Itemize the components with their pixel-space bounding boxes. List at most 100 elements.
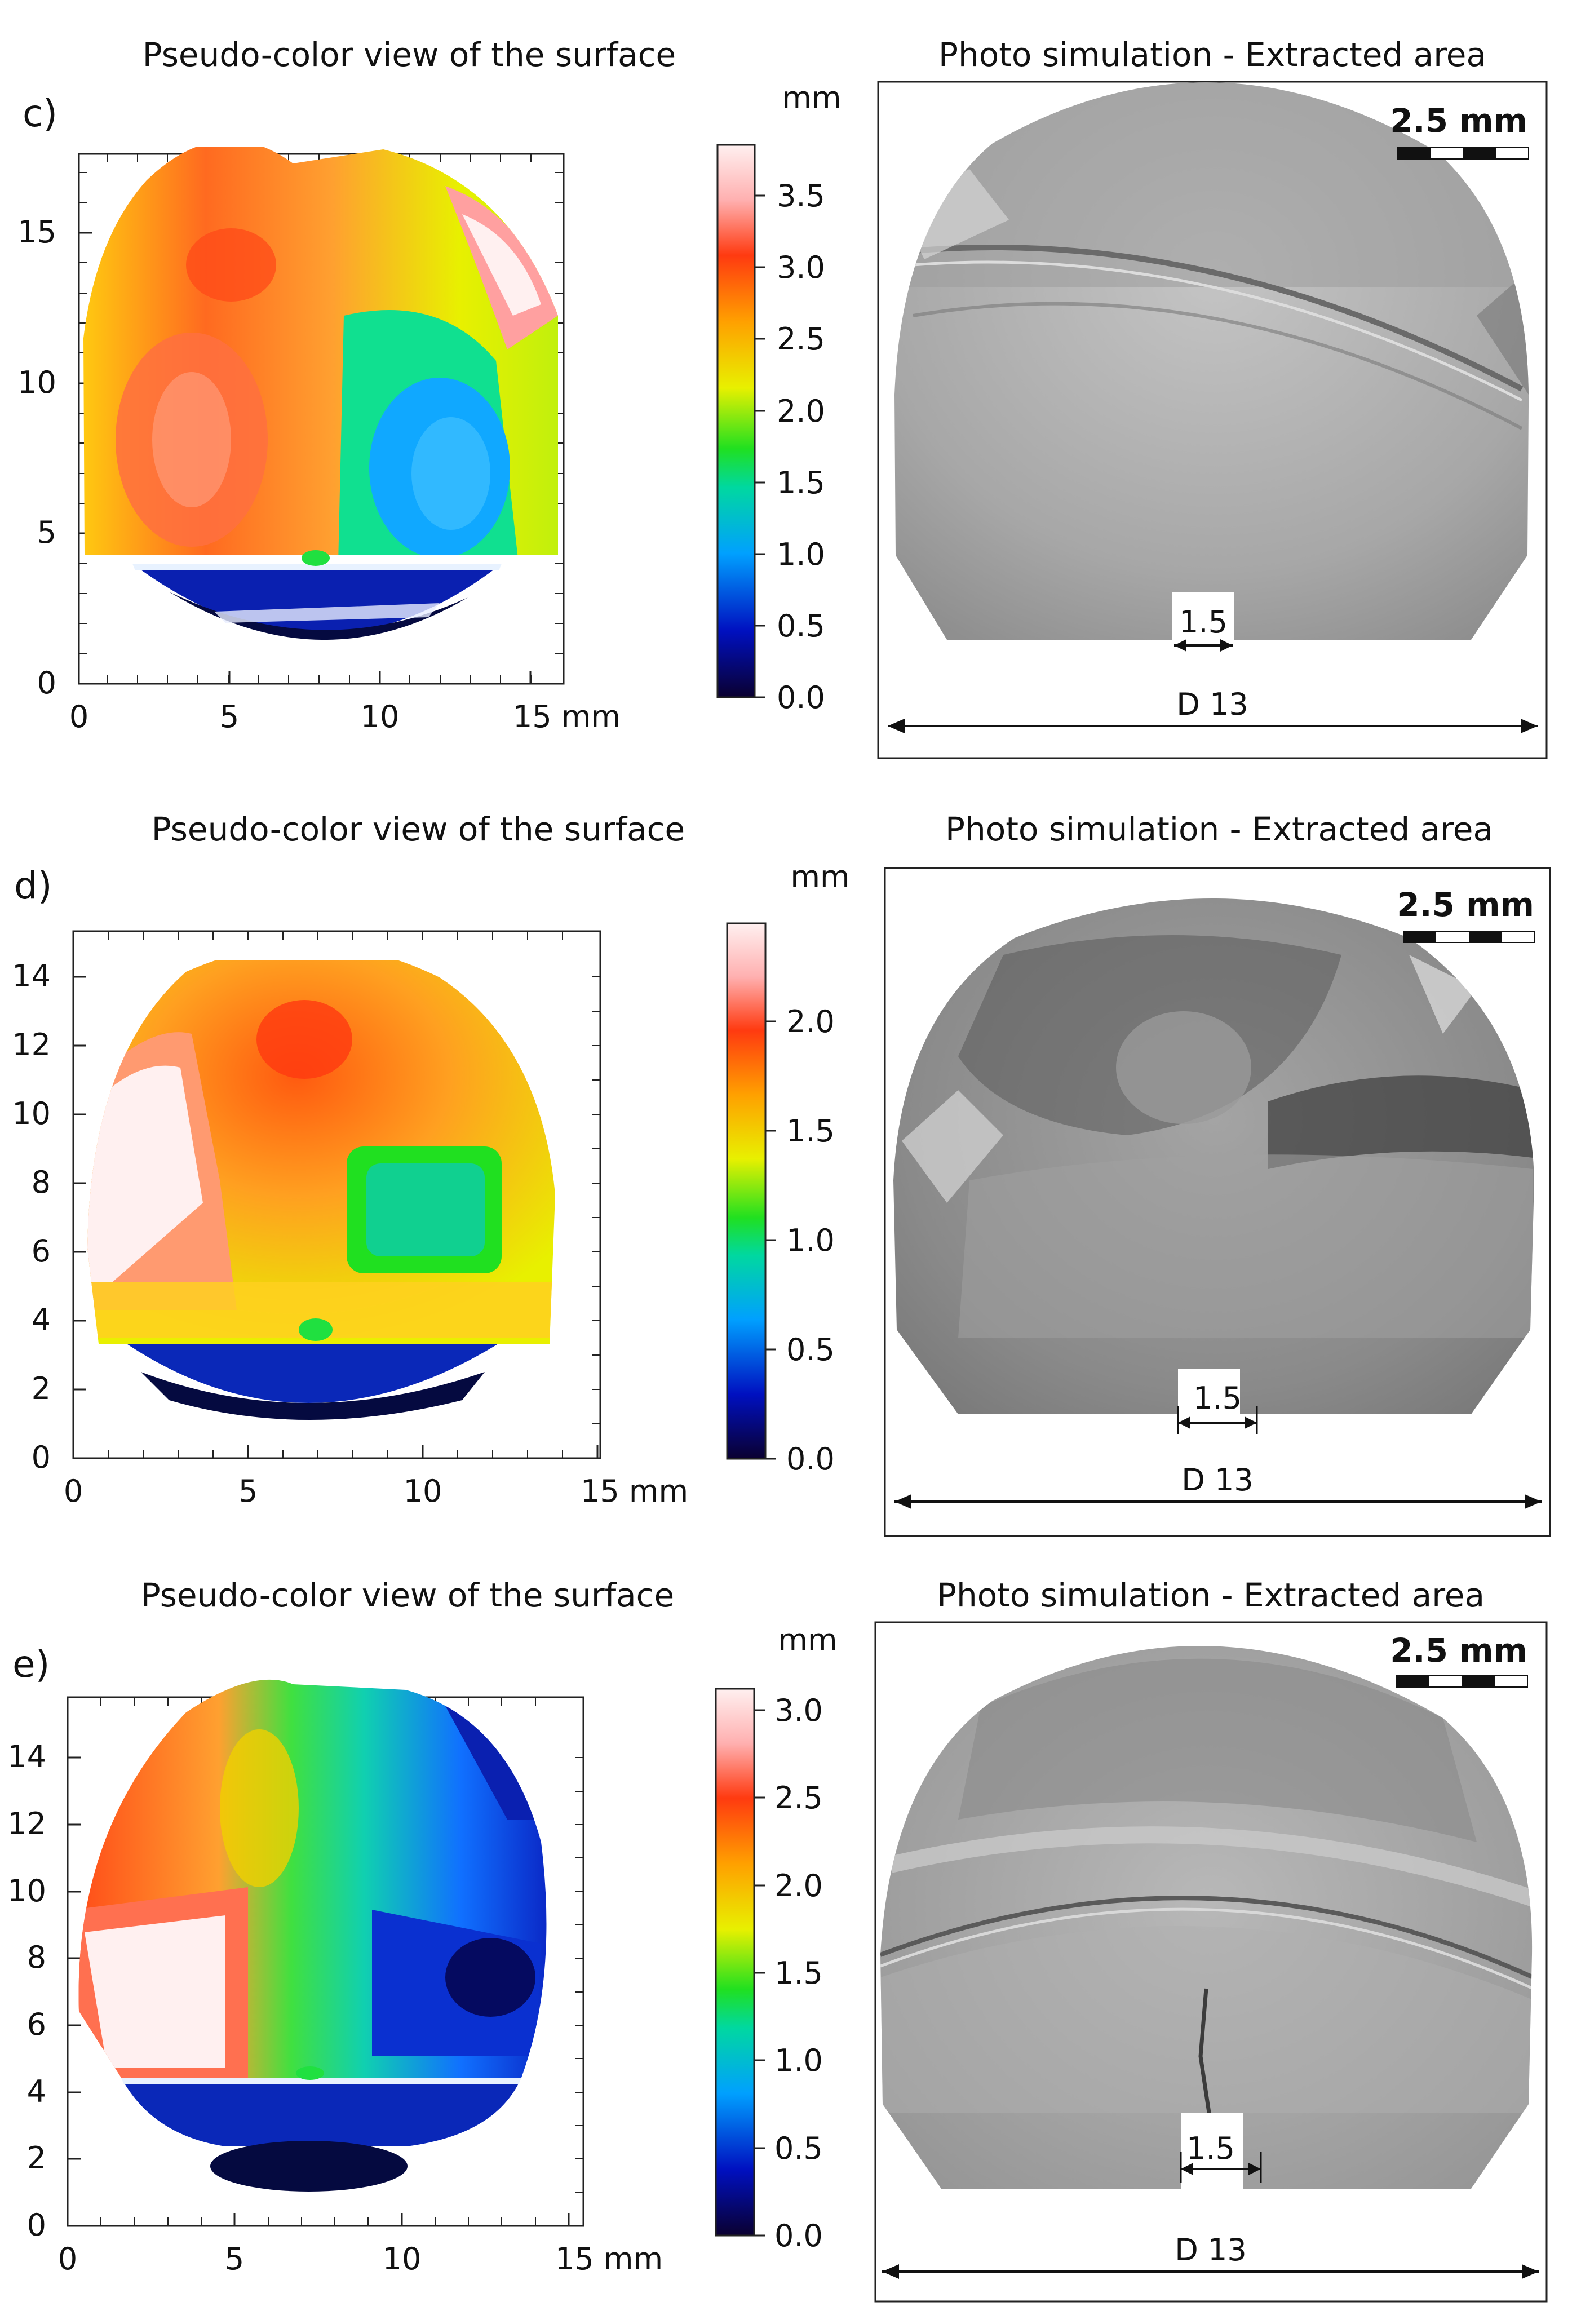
scale-bar-label: 2.5 mm: [1390, 101, 1527, 140]
x-tick-label: 10: [361, 699, 400, 734]
x-tick-label: 0: [64, 1473, 83, 1509]
panel-e-figure: Pseudo-color view of the surface Photo s…: [7, 1576, 1548, 2303]
color-bar-ticks: [755, 194, 765, 698]
color-bar: [726, 922, 767, 1460]
y-tick-label: 10: [7, 1873, 46, 1909]
color-bar-tick-label: 3.0: [774, 1693, 823, 1728]
gap-dimension-label: 1.5: [1179, 604, 1228, 640]
color-bar-tick-label: 1.5: [777, 465, 825, 501]
height-map-image: [83, 147, 558, 640]
x-tick-label: 15 mm: [581, 1473, 688, 1509]
pseudo-color-title: Pseudo-color view of the surface: [143, 36, 676, 74]
photo-simulation-image: [880, 1646, 1533, 2189]
color-bar: [715, 1688, 755, 2237]
color-bar-tick-label: 3.5: [777, 178, 825, 214]
y-tick-label: 12: [7, 1806, 46, 1842]
y-tick-label: 8: [27, 1940, 46, 1975]
gap-dimension: [1180, 2152, 1262, 2183]
color-bar-ticks: [765, 1020, 776, 1460]
x-tick-label: 5: [225, 2241, 244, 2277]
scale-bar-label: 2.5 mm: [1390, 1631, 1527, 1670]
y-tick-label: 10: [17, 365, 56, 400]
y-tick-label: 0: [32, 1440, 51, 1475]
color-bar-unit: mm: [778, 1622, 837, 1658]
x-tick-label: 15 mm: [513, 699, 621, 734]
y-tick-label: 6: [32, 1233, 51, 1269]
color-bar-unit: mm: [790, 859, 849, 895]
color-bar-tick-label: 0.0: [777, 680, 825, 715]
photo-simulation-title: Photo simulation - Extracted area: [937, 1576, 1485, 1614]
height-map-image: [87, 960, 555, 1420]
color-bar-tick-label: 0.0: [774, 2218, 823, 2254]
y-tick-label: 15: [17, 214, 56, 250]
x-tick-label: 5: [238, 1473, 258, 1509]
x-tick-label: 10: [383, 2241, 422, 2277]
diameter-dimension-label: D 13: [1176, 687, 1248, 722]
color-bar: [716, 144, 756, 698]
panel-c-figure: Pseudo-color view of the surface Photo s…: [17, 36, 1548, 759]
scale-bar: [1397, 147, 1529, 160]
y-tick-label: 6: [27, 2007, 46, 2042]
y-tick-label: 14: [7, 1739, 46, 1774]
panel-c: Pseudo-color view of the surface Photo s…: [0, 0, 1581, 774]
y-tick-label: 5: [37, 515, 56, 550]
plot-minor-ticks: [108, 931, 600, 1458]
panel-d: Pseudo-color view of the surface Photo s…: [0, 774, 1581, 1549]
color-bar-tick-label: 1.0: [777, 537, 825, 572]
scale-bar: [1396, 1675, 1528, 1688]
y-tick-label: 8: [32, 1165, 51, 1200]
x-tick-label: 15 mm: [555, 2241, 663, 2277]
scale-bar-label: 2.5 mm: [1397, 886, 1534, 924]
x-tick-label: 10: [404, 1473, 442, 1509]
y-tick-label: 12: [12, 1027, 51, 1063]
panel-letter: c): [23, 92, 57, 135]
color-bar-ticks: [754, 1709, 765, 2237]
color-bar-tick-label: 2.0: [774, 1868, 823, 1904]
color-bar-tick-label: 0.5: [774, 2131, 823, 2166]
color-bar-unit: mm: [782, 80, 841, 116]
pseudo-color-title: Pseudo-color view of the surface: [141, 1576, 675, 1614]
gap-dimension-label: 1.5: [1193, 1380, 1242, 1416]
panel-letter: e): [12, 1643, 50, 1686]
photo-simulation-title: Photo simulation - Extracted area: [945, 810, 1493, 848]
y-tick-label: 4: [32, 1302, 51, 1338]
gap-dimension-label: 1.5: [1186, 2131, 1235, 2166]
color-bar-tick-label: 2.0: [786, 1004, 835, 1039]
y-tick-label: 4: [27, 2074, 46, 2109]
gap-dimension: [1174, 639, 1233, 652]
gap-dimension: [1177, 1406, 1258, 1434]
diameter-dimension: [888, 719, 1538, 733]
photo-simulation-title: Photo simulation - Extracted area: [938, 36, 1486, 74]
y-tick-label: 2: [27, 2140, 46, 2176]
color-bar-tick-label: 2.0: [777, 393, 825, 429]
color-bar-tick-label: 1.0: [774, 2043, 823, 2078]
diameter-dimension: [894, 1494, 1542, 1509]
color-bar-tick-label: 0.5: [777, 608, 825, 644]
panel-d-figure: Pseudo-color view of the surface Photo s…: [12, 810, 1551, 1537]
color-bar-tick-label: 0.0: [786, 1441, 835, 1477]
panel-e: Pseudo-color view of the surface Photo s…: [0, 1549, 1581, 2323]
y-tick-label: 10: [12, 1096, 51, 1131]
color-bar-tick-label: 0.5: [786, 1332, 835, 1367]
diameter-dimension-label: D 13: [1181, 1462, 1253, 1498]
color-bar-tick-label: 1.5: [786, 1113, 835, 1149]
x-tick-label: 5: [220, 699, 239, 734]
color-bar-tick-label: 2.5: [777, 321, 825, 357]
color-bar-tick-label: 1.5: [774, 1955, 823, 1991]
x-tick-label: 0: [69, 699, 88, 734]
y-tick-label: 2: [32, 1371, 51, 1406]
diameter-dimension-label: D 13: [1175, 2232, 1246, 2268]
x-tick-label: 0: [58, 2241, 77, 2277]
pseudo-color-title: Pseudo-color view of the surface: [152, 810, 685, 848]
plot-major-ticks: [67, 1756, 570, 2227]
photo-simulation-image: [894, 82, 1529, 640]
scale-bar: [1403, 931, 1535, 943]
y-tick-label: 0: [37, 665, 56, 701]
diameter-dimension: [882, 2264, 1539, 2279]
photo-simulation-image: [893, 898, 1534, 1414]
color-bar-tick-label: 3.0: [777, 250, 825, 285]
y-tick-label: 14: [12, 958, 51, 994]
plot-major-ticks: [72, 976, 599, 1459]
y-tick-label: 0: [27, 2207, 46, 2243]
color-bar-tick-label: 1.0: [786, 1223, 835, 1258]
